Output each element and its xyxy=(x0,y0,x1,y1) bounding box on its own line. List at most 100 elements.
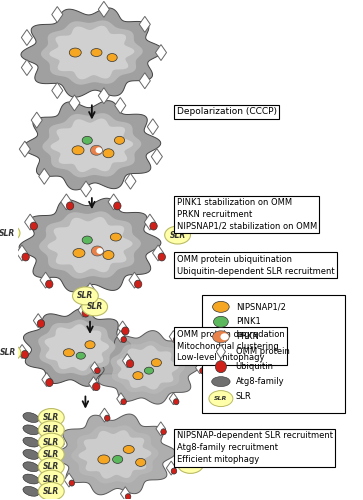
Circle shape xyxy=(30,222,37,230)
Ellipse shape xyxy=(73,287,98,305)
Polygon shape xyxy=(49,26,134,80)
Circle shape xyxy=(158,253,166,261)
Circle shape xyxy=(121,399,126,404)
Circle shape xyxy=(66,202,74,210)
Ellipse shape xyxy=(209,390,233,406)
Ellipse shape xyxy=(38,482,64,500)
Ellipse shape xyxy=(38,470,64,488)
Polygon shape xyxy=(97,330,200,404)
Text: SLR: SLR xyxy=(43,426,60,434)
Polygon shape xyxy=(98,2,109,18)
Ellipse shape xyxy=(85,340,95,348)
Ellipse shape xyxy=(91,48,102,56)
Circle shape xyxy=(46,280,53,288)
Circle shape xyxy=(150,222,157,230)
Ellipse shape xyxy=(38,446,64,464)
Text: OMM protein: OMM protein xyxy=(236,347,290,356)
Ellipse shape xyxy=(213,316,228,328)
Polygon shape xyxy=(152,245,164,261)
Polygon shape xyxy=(69,95,80,111)
Text: SLR: SLR xyxy=(182,460,199,469)
Text: PRKN: PRKN xyxy=(236,332,258,342)
Circle shape xyxy=(122,327,129,335)
Polygon shape xyxy=(19,141,30,157)
Polygon shape xyxy=(147,119,158,134)
Polygon shape xyxy=(196,362,204,374)
Polygon shape xyxy=(16,245,28,261)
Circle shape xyxy=(93,382,100,390)
Polygon shape xyxy=(19,198,161,292)
Polygon shape xyxy=(24,308,131,386)
Text: SLR: SLR xyxy=(43,462,60,471)
Polygon shape xyxy=(45,324,109,371)
Polygon shape xyxy=(40,272,51,288)
Polygon shape xyxy=(117,330,125,342)
Polygon shape xyxy=(48,217,132,273)
Text: SLR: SLR xyxy=(43,438,60,446)
Ellipse shape xyxy=(95,148,102,154)
Polygon shape xyxy=(42,113,141,178)
Text: SLR: SLR xyxy=(43,450,60,459)
Polygon shape xyxy=(71,426,159,484)
Polygon shape xyxy=(33,314,43,328)
Polygon shape xyxy=(31,112,42,128)
Text: SLR: SLR xyxy=(43,413,60,422)
Text: SLR: SLR xyxy=(77,292,94,300)
Ellipse shape xyxy=(38,408,64,426)
Ellipse shape xyxy=(23,412,39,422)
Polygon shape xyxy=(38,320,115,376)
Polygon shape xyxy=(166,461,176,475)
Ellipse shape xyxy=(107,54,117,62)
Ellipse shape xyxy=(110,233,121,241)
Polygon shape xyxy=(61,194,72,210)
Polygon shape xyxy=(117,393,125,404)
Ellipse shape xyxy=(165,226,191,244)
Polygon shape xyxy=(216,344,225,358)
Polygon shape xyxy=(54,414,176,495)
Ellipse shape xyxy=(91,246,103,256)
Circle shape xyxy=(21,350,29,358)
Ellipse shape xyxy=(212,376,230,386)
Polygon shape xyxy=(81,181,91,197)
Polygon shape xyxy=(139,73,150,88)
Ellipse shape xyxy=(69,48,81,57)
Polygon shape xyxy=(39,212,141,278)
Circle shape xyxy=(125,494,131,500)
Ellipse shape xyxy=(0,344,21,361)
Text: Ubiquitin: Ubiquitin xyxy=(236,362,274,371)
Polygon shape xyxy=(169,330,178,342)
Ellipse shape xyxy=(97,248,103,254)
Polygon shape xyxy=(139,16,150,32)
Ellipse shape xyxy=(23,437,39,447)
Text: PINK1 stabilization on OMM
PRKN recruitment
NIPSNAP1/2 stabilization on OMM: PINK1 stabilization on OMM PRKN recruitm… xyxy=(177,198,317,230)
Circle shape xyxy=(114,202,121,210)
Circle shape xyxy=(105,415,110,421)
Ellipse shape xyxy=(133,372,143,380)
Polygon shape xyxy=(155,44,167,60)
Polygon shape xyxy=(78,430,151,478)
Polygon shape xyxy=(156,422,166,436)
Polygon shape xyxy=(54,434,64,448)
Polygon shape xyxy=(203,295,345,412)
Text: SLR: SLR xyxy=(214,396,228,401)
Circle shape xyxy=(161,429,166,435)
Polygon shape xyxy=(117,346,179,390)
Polygon shape xyxy=(17,344,27,358)
Circle shape xyxy=(90,291,97,299)
Ellipse shape xyxy=(98,455,110,464)
Polygon shape xyxy=(52,6,63,22)
Text: SLR: SLR xyxy=(86,302,103,312)
Text: SLR: SLR xyxy=(236,392,252,401)
Ellipse shape xyxy=(136,458,146,466)
Text: SLR: SLR xyxy=(43,487,60,496)
Circle shape xyxy=(215,360,227,372)
Ellipse shape xyxy=(213,331,229,342)
Circle shape xyxy=(58,441,64,447)
Circle shape xyxy=(174,399,179,404)
Text: SLR: SLR xyxy=(0,348,16,357)
Ellipse shape xyxy=(38,421,64,439)
Polygon shape xyxy=(118,321,127,335)
Polygon shape xyxy=(129,272,140,288)
Ellipse shape xyxy=(23,462,39,471)
Polygon shape xyxy=(85,283,95,299)
